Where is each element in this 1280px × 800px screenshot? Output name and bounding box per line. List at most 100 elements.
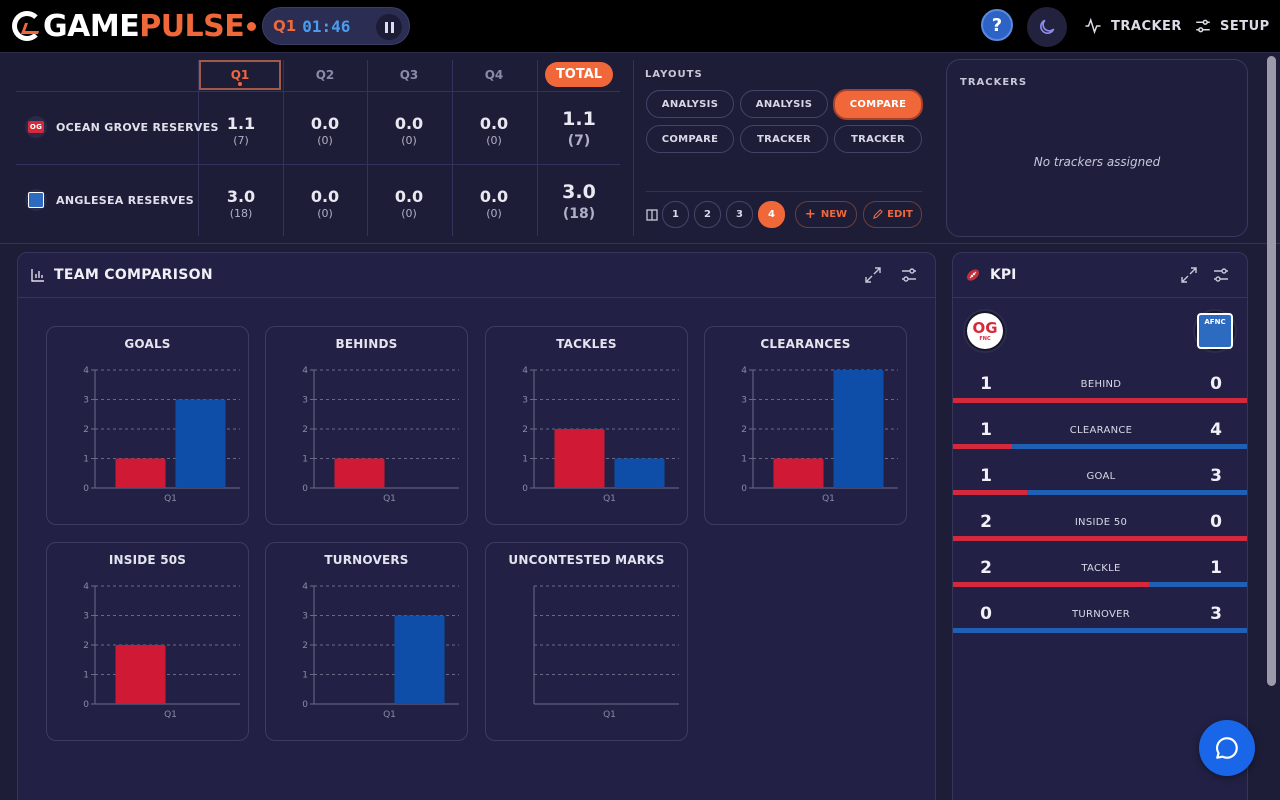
gamepulse-logo[interactable]: GAME PULSE — [12, 8, 257, 44]
layout-button-tracker-1[interactable]: TRACKER — [740, 125, 828, 153]
home-logo-subtext: FNC — [979, 335, 991, 342]
help-button[interactable]: ? — [981, 9, 1013, 41]
page-scrollbar[interactable] — [1267, 56, 1276, 686]
total-score-value: 3.0 — [562, 181, 596, 203]
team-badge — [25, 189, 47, 211]
x-tick-label: Q1 — [164, 710, 177, 720]
score-cell: 0.0 (0) — [367, 114, 451, 147]
layout-button-compare[interactable]: COMPARE — [646, 125, 734, 153]
settings-sliders-icon[interactable] — [1212, 266, 1230, 284]
chart-title: CLEARANCES — [760, 337, 851, 351]
score-points: (0) — [401, 207, 417, 220]
layout-button-analysis-1[interactable]: ANALYSIS — [646, 90, 734, 118]
y-tick-label: 2 — [302, 425, 308, 435]
kpi-home-value: 2 — [980, 512, 992, 532]
layout-button-compare-active[interactable]: COMPARE — [833, 89, 923, 120]
trackers-title: TRACKERS — [960, 77, 1028, 88]
kpi-away-value: 4 — [1210, 420, 1222, 440]
sliders-icon — [1196, 19, 1210, 33]
chat-button[interactable] — [1199, 720, 1255, 776]
trackers-panel: TRACKERS No trackers assigned — [946, 59, 1248, 237]
quarter-header-q4[interactable]: Q4 — [484, 68, 504, 82]
y-tick-label: 0 — [302, 484, 308, 494]
x-tick-label: Q1 — [603, 494, 616, 504]
divider — [646, 191, 922, 192]
y-tick-label: 3 — [302, 396, 308, 406]
y-tick-label: 0 — [83, 484, 89, 494]
logo-text-orange: PULSE — [139, 8, 245, 44]
kpi-away-value: 0 — [1210, 512, 1222, 532]
kpi-comparison-bar — [953, 536, 1247, 541]
chart-card-turnovers: TURNOVERS 0 1 2 3 4 Q1 — [265, 542, 468, 741]
score-points: (0) — [317, 207, 333, 220]
y-tick-label: 2 — [83, 641, 89, 651]
team-anglesea: ANGLESEA RESERVES — [25, 188, 194, 212]
away-team-bar — [394, 615, 445, 704]
settings-sliders-icon[interactable] — [900, 266, 918, 284]
tracker-nav-link[interactable]: TRACKER — [1083, 16, 1182, 36]
divider — [16, 91, 620, 92]
kpi-home-fill — [953, 536, 1247, 541]
quarter-header-q2[interactable]: Q2 — [315, 68, 335, 82]
trackers-empty-message: No trackers assigned — [1033, 155, 1161, 169]
kpi-label: TURNOVER — [1071, 609, 1131, 620]
clock-quarter: Q1 — [273, 17, 297, 35]
layout-button-analysis-2[interactable]: ANALYSIS — [740, 90, 828, 118]
home-team-bar — [334, 458, 385, 488]
kpi-comparison-bar — [953, 628, 1247, 633]
dark-mode-toggle[interactable] — [1027, 7, 1067, 47]
chart-svg: 0 1 2 3 4 Q1 — [83, 366, 240, 504]
chart-svg: 0 1 2 3 4 Q1 — [522, 366, 679, 504]
setup-nav-label: SETUP — [1220, 18, 1270, 34]
team-comparison-panel: TEAM COMPARISON GOALS 0 1 2 3 4 Q1 BEHINDS 0 1 2 3… — [17, 252, 936, 800]
tracker-nav-label: TRACKER — [1111, 18, 1182, 34]
pause-icon — [384, 21, 388, 33]
edit-layout-button[interactable]: EDIT — [863, 201, 922, 228]
y-tick-label: 1 — [741, 455, 747, 465]
kpi-row: 0 TURNOVER 3 — [953, 604, 1247, 650]
total-score-cell: 1.1 (7) — [537, 108, 621, 149]
layout-page-3[interactable]: 3 — [726, 201, 753, 228]
layout-page-1[interactable]: 1 — [662, 201, 689, 228]
kpi-label: BEHIND — [1080, 379, 1122, 390]
pause-button[interactable] — [376, 14, 402, 40]
layout-page-4[interactable]: 4 — [758, 201, 785, 228]
expand-icon[interactable] — [864, 266, 882, 284]
og-logo-icon: OG FNC — [967, 313, 1003, 349]
chart-title: INSIDE 50S — [108, 553, 187, 567]
layout-page-2[interactable]: 2 — [694, 201, 721, 228]
kpi-comparison-bar — [953, 444, 1247, 449]
away-team-bar — [833, 370, 884, 488]
new-layout-label: NEW — [820, 209, 848, 220]
kpi-home-value: 0 — [980, 604, 992, 624]
plus-icon: + — [804, 207, 816, 222]
chart-title: GOALS — [124, 337, 171, 351]
score-value: 0.0 — [394, 187, 424, 206]
kpi-home-fill — [953, 582, 1149, 587]
panel-header: TEAM COMPARISON — [18, 253, 935, 298]
kpi-away-value: 1 — [1210, 558, 1222, 578]
quarter-header-q3[interactable]: Q3 — [399, 68, 419, 82]
columns-icon[interactable] — [646, 209, 658, 221]
kpi-home-value: 1 — [980, 374, 992, 394]
home-team-logo: OG FNC — [963, 309, 1007, 353]
setup-nav-link[interactable]: SETUP — [1194, 16, 1270, 36]
quarter-header-q1[interactable]: Q1 — [199, 60, 281, 90]
y-tick-label: 4 — [302, 366, 308, 376]
new-layout-button[interactable]: + NEW — [795, 201, 857, 228]
away-logo-text: AFNC — [1204, 318, 1226, 326]
expand-icon[interactable] — [1180, 266, 1198, 284]
afnc-logo-icon — [28, 192, 44, 208]
kpi-row: 2 TACKLE 1 — [953, 558, 1247, 604]
y-tick-label: 3 — [83, 396, 89, 406]
layout-button-tracker-2[interactable]: TRACKER — [834, 125, 922, 153]
home-team-bar — [773, 458, 824, 488]
team-badge: OG — [25, 116, 47, 138]
chart-title: TURNOVERS — [324, 553, 409, 567]
kpi-away-fill — [1149, 582, 1247, 587]
pulse-icon — [1085, 17, 1101, 35]
kpi-away-value: 0 — [1210, 374, 1222, 394]
y-tick-label: 0 — [302, 700, 308, 710]
kpi-row: 1 CLEARANCE 4 — [953, 420, 1247, 466]
kpi-away-value: 3 — [1210, 466, 1222, 486]
